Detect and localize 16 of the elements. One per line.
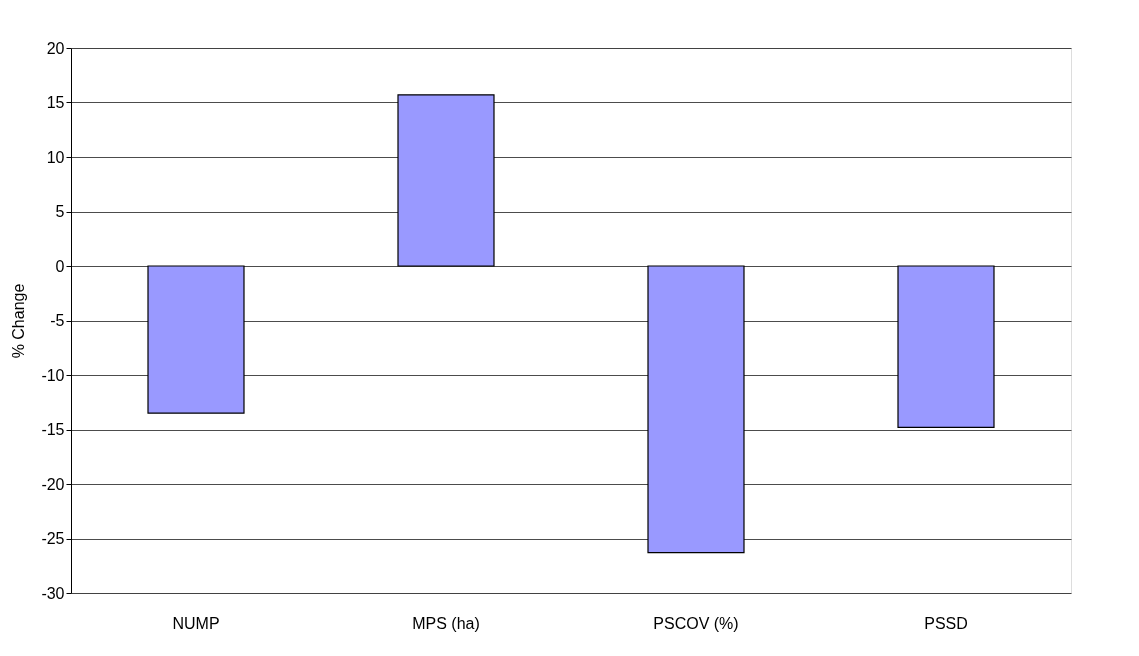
y-tick-label: 10 [46, 148, 65, 166]
x-tick-label: MPS (ha) [412, 614, 480, 632]
y-tick-label: -25 [41, 530, 65, 547]
y-tick-label: 0 [55, 257, 65, 275]
y-tick-label: -10 [41, 366, 65, 384]
y-tick-label: -5 [50, 312, 65, 329]
x-tick-label: PSCOV (%) [653, 614, 739, 632]
y-tick-label: -15 [41, 421, 65, 438]
y-tick-label: 5 [55, 203, 65, 220]
x-tick-label: NUMP [172, 614, 220, 632]
y-tick-label: 15 [46, 94, 65, 111]
y-tick-label: -20 [41, 475, 65, 493]
y-tick-label: 20 [46, 39, 65, 57]
y-tick-label: -30 [41, 584, 65, 602]
y-axis-title: % Change [10, 283, 28, 359]
x-tick-label: PSSD [924, 614, 968, 632]
